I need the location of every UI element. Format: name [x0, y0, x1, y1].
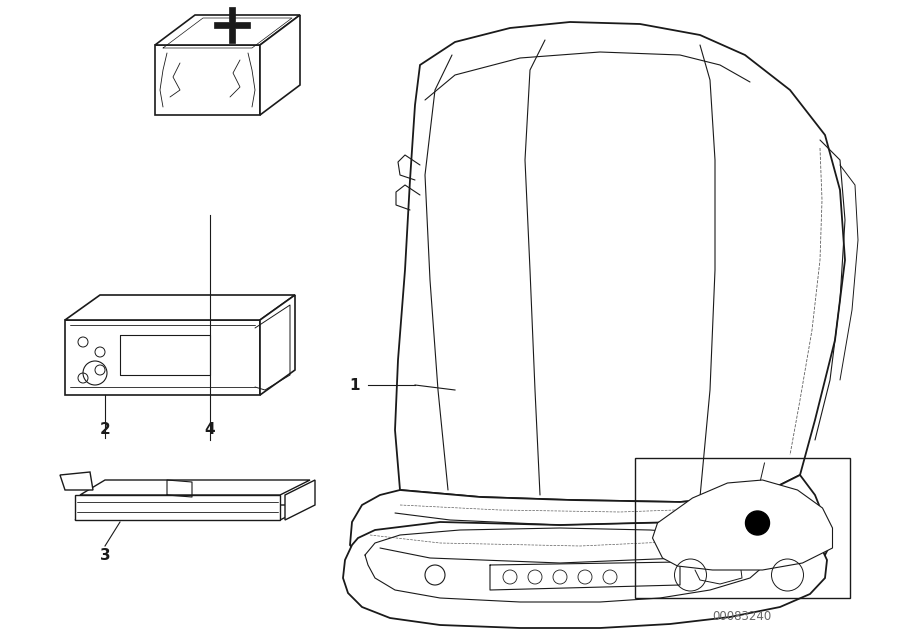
- Polygon shape: [75, 495, 280, 520]
- Polygon shape: [75, 505, 310, 520]
- Polygon shape: [60, 472, 93, 490]
- Polygon shape: [285, 480, 315, 520]
- Polygon shape: [260, 295, 295, 395]
- Polygon shape: [214, 7, 250, 43]
- Polygon shape: [343, 522, 827, 628]
- Text: 3: 3: [100, 547, 111, 563]
- Polygon shape: [155, 45, 260, 115]
- Polygon shape: [155, 15, 300, 45]
- Polygon shape: [652, 480, 832, 570]
- Polygon shape: [350, 475, 830, 596]
- Polygon shape: [80, 480, 310, 495]
- Polygon shape: [260, 15, 300, 115]
- Text: 00083240: 00083240: [713, 609, 771, 623]
- Polygon shape: [65, 295, 295, 320]
- Text: 2: 2: [100, 422, 111, 438]
- Polygon shape: [65, 320, 260, 395]
- Text: 4: 4: [204, 422, 215, 438]
- Circle shape: [745, 511, 770, 535]
- Polygon shape: [395, 22, 845, 502]
- Bar: [635, 458, 850, 598]
- Text: 1: 1: [350, 378, 360, 392]
